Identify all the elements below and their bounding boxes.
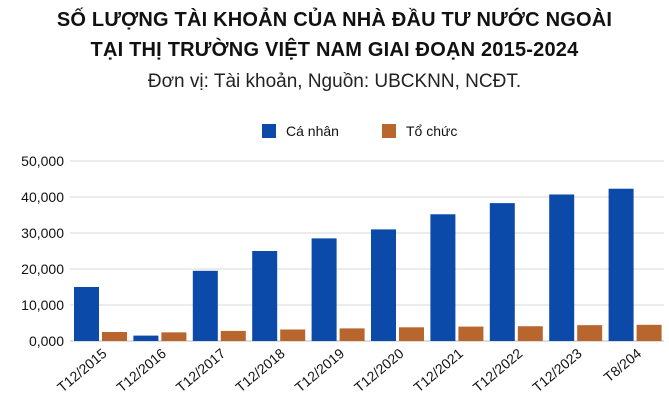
chart-title-line1: SỐ LƯỢNG TÀI KHOẢN CỦA NHÀ ĐẦU TƯ NƯỚC N… bbox=[56, 9, 613, 31]
bar-to-chuc bbox=[220, 330, 246, 341]
x-tick-label: T12/2015 bbox=[54, 345, 110, 395]
legend-label: Cá nhân bbox=[286, 123, 339, 139]
legend-label: Tổ chức bbox=[406, 123, 457, 139]
legend-swatch bbox=[262, 124, 276, 138]
x-tick-label: T12/2017 bbox=[173, 345, 229, 395]
chart-subtitle: Đơn vị: Tài khoản, Nguồn: UBCKNN, NCĐT. bbox=[147, 71, 522, 92]
x-tick-label: T12/2023 bbox=[529, 345, 585, 395]
bar-ca-nhan bbox=[549, 194, 575, 341]
bar-to-chuc bbox=[458, 326, 484, 341]
x-tick-label: T8/204 bbox=[601, 345, 645, 385]
bar-ca-nhan bbox=[608, 188, 634, 341]
x-tick-label: T12/2016 bbox=[113, 345, 169, 395]
legend-swatch bbox=[382, 124, 396, 138]
bar-ca-nhan bbox=[252, 251, 278, 341]
bar-to-chuc bbox=[339, 328, 365, 341]
bar-to-chuc bbox=[102, 332, 127, 341]
y-tick-label: 10,000 bbox=[21, 297, 64, 313]
bar-to-chuc bbox=[517, 326, 543, 341]
x-tick-label: T12/2018 bbox=[232, 345, 288, 395]
y-tick-label: 50,000 bbox=[21, 153, 64, 169]
bar-to-chuc bbox=[399, 327, 424, 341]
x-tick-label: T12/2019 bbox=[292, 345, 348, 395]
bar-to-chuc bbox=[280, 329, 306, 341]
x-tick-label: T12/2020 bbox=[351, 345, 407, 395]
bar-to-chuc bbox=[577, 325, 603, 341]
bar-ca-nhan bbox=[311, 238, 337, 341]
y-tick-label: 20,000 bbox=[21, 261, 64, 277]
bar-ca-nhan bbox=[192, 270, 218, 341]
y-tick-label: 30,000 bbox=[21, 225, 64, 241]
bar-to-chuc bbox=[161, 332, 187, 341]
bar-ca-nhan bbox=[430, 214, 456, 341]
bar-to-chuc bbox=[636, 324, 662, 341]
y-tick-label: 0,000 bbox=[29, 333, 64, 349]
chart-title-line2: TẠI THỊ TRƯỜNG VIỆT NAM GIAI ĐOẠN 2015-2… bbox=[90, 39, 579, 61]
bar-ca-nhan bbox=[74, 287, 99, 341]
x-tick-label: T12/2022 bbox=[470, 345, 526, 395]
bar-ca-nhan bbox=[133, 335, 159, 341]
bar-ca-nhan bbox=[489, 203, 515, 341]
bar-ca-nhan bbox=[371, 229, 396, 341]
y-tick-label: 40,000 bbox=[21, 189, 64, 205]
x-tick-label: T12/2021 bbox=[410, 345, 466, 395]
